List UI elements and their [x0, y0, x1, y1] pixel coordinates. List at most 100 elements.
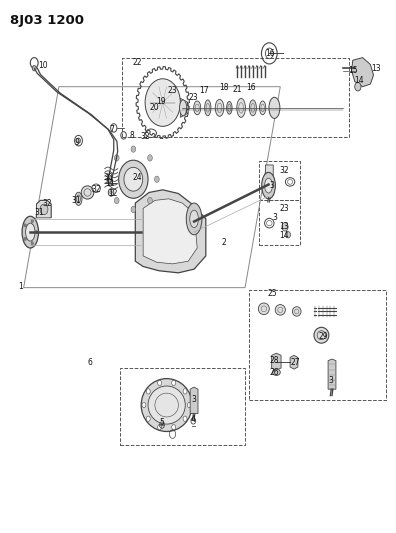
Circle shape: [110, 191, 112, 194]
Circle shape: [148, 155, 152, 161]
Text: 24: 24: [132, 173, 142, 182]
Text: 31: 31: [34, 208, 44, 217]
Text: 6: 6: [88, 358, 93, 367]
Circle shape: [148, 197, 152, 204]
Circle shape: [172, 380, 176, 385]
Ellipse shape: [205, 100, 211, 116]
Ellipse shape: [119, 160, 148, 198]
Circle shape: [24, 237, 27, 240]
Text: 31: 31: [72, 196, 81, 205]
Polygon shape: [272, 353, 281, 370]
Text: 32: 32: [42, 198, 52, 207]
Text: 16: 16: [246, 83, 256, 92]
Circle shape: [76, 138, 80, 143]
Polygon shape: [328, 359, 336, 389]
Text: 3: 3: [272, 213, 277, 222]
Ellipse shape: [141, 378, 192, 432]
Text: 32: 32: [140, 132, 150, 141]
Circle shape: [187, 402, 191, 408]
Text: 22: 22: [133, 59, 142, 67]
Ellipse shape: [186, 203, 202, 235]
Ellipse shape: [262, 172, 275, 199]
Text: 26: 26: [270, 368, 279, 377]
Circle shape: [35, 231, 38, 233]
Ellipse shape: [237, 98, 246, 117]
Polygon shape: [265, 165, 273, 198]
Circle shape: [142, 402, 146, 408]
Text: 19: 19: [156, 97, 166, 106]
Ellipse shape: [259, 101, 266, 115]
Text: 3: 3: [192, 395, 196, 404]
Text: 13: 13: [280, 222, 289, 231]
Ellipse shape: [292, 306, 301, 316]
Ellipse shape: [269, 98, 280, 118]
Text: 20: 20: [149, 103, 159, 112]
Text: 16: 16: [266, 50, 275, 59]
Ellipse shape: [190, 210, 198, 228]
Text: 32: 32: [91, 185, 101, 195]
Text: 5: 5: [160, 418, 164, 427]
Text: 14: 14: [355, 76, 364, 85]
Polygon shape: [143, 199, 197, 264]
Circle shape: [145, 79, 180, 126]
Ellipse shape: [265, 178, 272, 193]
Text: 17: 17: [200, 86, 209, 95]
Ellipse shape: [81, 186, 94, 199]
Text: 9: 9: [74, 138, 79, 147]
Circle shape: [32, 66, 36, 71]
Text: 3: 3: [269, 181, 274, 190]
Circle shape: [146, 389, 150, 394]
Polygon shape: [352, 58, 373, 87]
Ellipse shape: [26, 223, 35, 241]
Circle shape: [114, 155, 119, 161]
Text: 11: 11: [105, 179, 114, 188]
Text: 1: 1: [18, 282, 23, 291]
Ellipse shape: [124, 167, 143, 191]
Text: 25: 25: [268, 289, 277, 298]
Circle shape: [31, 220, 33, 223]
Ellipse shape: [22, 216, 38, 248]
Text: 13: 13: [371, 63, 381, 72]
Ellipse shape: [75, 192, 82, 205]
Text: 27: 27: [290, 358, 300, 367]
Circle shape: [355, 83, 361, 91]
Circle shape: [24, 224, 27, 227]
Circle shape: [183, 389, 187, 394]
Circle shape: [183, 416, 187, 422]
Text: 2: 2: [221, 238, 226, 247]
Ellipse shape: [194, 101, 201, 115]
Ellipse shape: [179, 100, 187, 116]
Text: 4: 4: [191, 415, 196, 424]
Text: 10: 10: [38, 61, 48, 70]
Text: 12: 12: [108, 189, 117, 198]
Circle shape: [282, 223, 288, 231]
Ellipse shape: [314, 327, 329, 343]
Circle shape: [154, 176, 159, 182]
Circle shape: [31, 241, 33, 245]
Text: 8: 8: [129, 131, 134, 140]
Text: 23: 23: [280, 204, 289, 213]
Ellipse shape: [148, 386, 185, 424]
Polygon shape: [190, 387, 198, 414]
Text: 15: 15: [348, 66, 358, 75]
Ellipse shape: [275, 304, 286, 315]
Ellipse shape: [227, 101, 232, 114]
Ellipse shape: [272, 369, 280, 375]
Ellipse shape: [249, 100, 256, 116]
Circle shape: [172, 425, 176, 430]
Text: 21: 21: [232, 85, 242, 94]
Text: 14: 14: [280, 231, 289, 240]
Text: 23: 23: [188, 93, 198, 102]
Circle shape: [107, 176, 112, 182]
Circle shape: [158, 425, 162, 430]
Polygon shape: [135, 190, 206, 273]
Text: 3: 3: [328, 376, 333, 385]
Polygon shape: [180, 98, 188, 117]
Circle shape: [40, 204, 48, 215]
Ellipse shape: [215, 99, 224, 116]
Circle shape: [114, 197, 119, 204]
Text: 30: 30: [104, 173, 114, 182]
Circle shape: [158, 380, 162, 385]
Text: 29: 29: [318, 332, 328, 341]
Text: 23: 23: [168, 86, 177, 95]
